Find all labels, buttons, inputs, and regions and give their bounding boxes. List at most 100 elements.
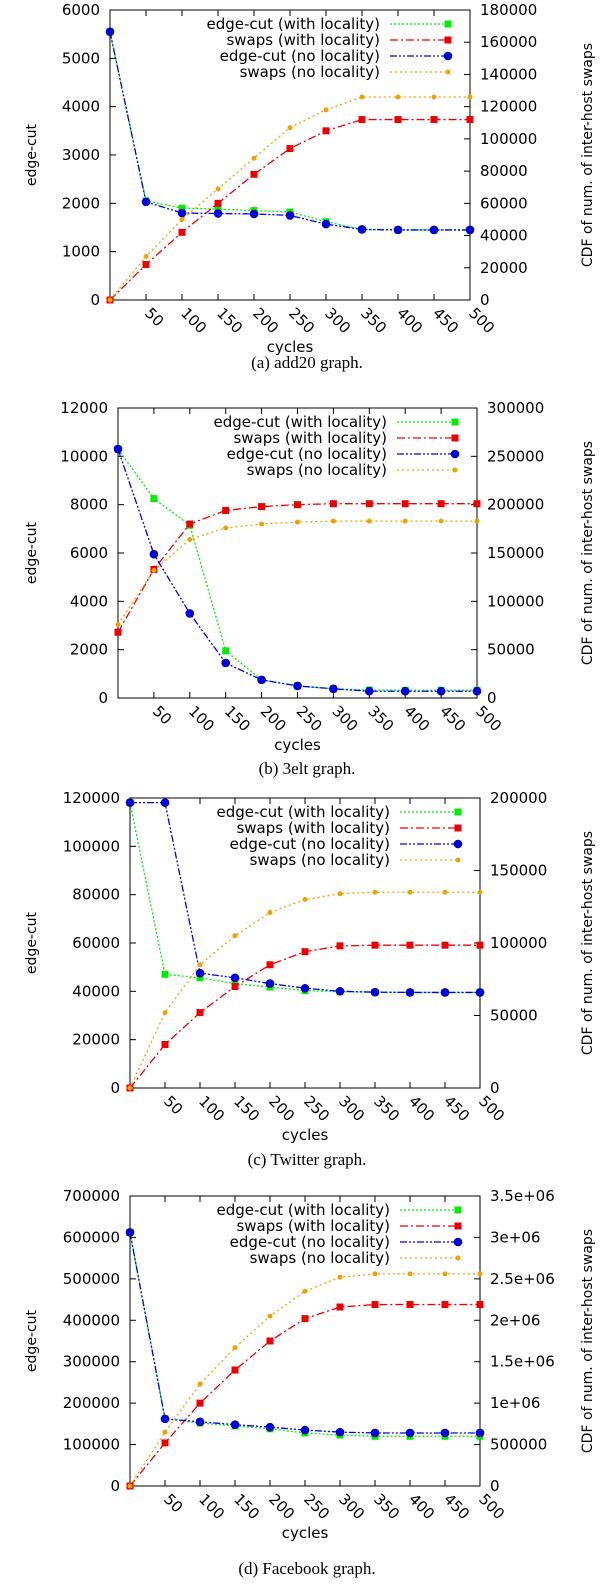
data-point — [295, 519, 300, 525]
data-point — [429, 225, 439, 235]
x-axis-title: cycles — [274, 736, 321, 754]
y-tick-label: 400000 — [63, 1311, 120, 1329]
data-point — [365, 500, 373, 508]
chart-svg: 0 20000 40000 60000 80000 100000 120000 0 50000 1… — [24, 789, 596, 1144]
x-tick-label: 300 — [335, 1490, 368, 1523]
y-axis-title: edge-cut — [24, 123, 40, 186]
y-tick-label: 600000 — [63, 1228, 120, 1246]
data-point — [329, 500, 337, 508]
data-point — [358, 116, 366, 124]
legend-label: edge-cut (with locality) — [217, 1201, 391, 1219]
y2-tick-label: 40000 — [480, 227, 528, 245]
data-point — [221, 658, 230, 668]
data-point — [161, 1439, 169, 1447]
data-point — [223, 525, 229, 531]
y2-tick-label: 150000 — [487, 544, 544, 562]
data-point — [179, 216, 185, 222]
data-point — [476, 941, 484, 949]
y2-tick-label: 250000 — [487, 447, 544, 465]
y-tick-label: 8000 — [70, 496, 108, 514]
x-tick-label: 400 — [393, 304, 426, 337]
legend-marker — [451, 418, 459, 426]
data-point — [477, 1271, 483, 1277]
x-tick-label: 400 — [405, 1490, 438, 1523]
y2-tick-label: 50000 — [490, 1007, 538, 1025]
x-tick-label: 500 — [472, 702, 505, 735]
data-point — [371, 1301, 379, 1309]
y-tick-label: 100000 — [63, 837, 120, 855]
data-point — [251, 155, 257, 161]
data-point — [336, 942, 344, 950]
x-axis-title: cycles — [282, 1126, 329, 1144]
x-tick-label: 500 — [475, 1092, 508, 1125]
y-tick-label: 3000 — [62, 146, 100, 164]
data-point — [142, 261, 150, 269]
y-tick-label: 40000 — [72, 982, 120, 1000]
data-point — [337, 891, 343, 897]
data-point — [475, 988, 485, 997]
data-point — [267, 910, 273, 916]
data-point — [440, 1428, 450, 1438]
data-point — [322, 127, 330, 135]
data-point — [230, 1420, 240, 1429]
y-tick-label: 60000 — [72, 934, 120, 952]
legend-label: edge-cut (no locality) — [220, 47, 380, 65]
y2-tick-label: 200000 — [490, 789, 547, 807]
y-tick-label: 0 — [110, 1079, 120, 1097]
y2-tick-label: 500000 — [490, 1436, 547, 1454]
chart-svg: 0 100000 200000 300000 400000 500000 600000 700… — [24, 1187, 596, 1542]
data-point — [337, 1274, 343, 1280]
y2-tick-label: 0 — [480, 291, 490, 309]
data-point — [230, 973, 240, 983]
legend-marker — [444, 20, 452, 28]
legend-marker — [453, 1237, 463, 1247]
legend-marker — [453, 839, 463, 849]
data-point — [127, 1483, 133, 1489]
data-point — [442, 1271, 448, 1277]
x-tick-label: 250 — [293, 702, 326, 735]
data-point — [364, 686, 374, 696]
data-point — [430, 116, 438, 124]
x-tick-label: 300 — [335, 1092, 368, 1125]
data-point — [400, 686, 410, 696]
legend-marker — [443, 51, 453, 61]
data-point — [143, 254, 149, 259]
y2-tick-label: 1.5e+06 — [490, 1353, 555, 1371]
data-point — [196, 974, 204, 982]
data-point — [406, 1301, 414, 1309]
legend-marker — [454, 1206, 462, 1214]
chart-svg: 0100020003000400050006000020000400006000… — [24, 1, 596, 356]
y-tick-label: 300000 — [63, 1353, 120, 1371]
y-tick-label: 500000 — [63, 1270, 120, 1288]
x-tick-label: 500 — [475, 1490, 508, 1523]
data-point — [266, 961, 274, 969]
data-point — [466, 116, 474, 124]
y-axis-title: edge-cut — [24, 911, 40, 974]
data-point — [372, 1271, 378, 1277]
series-line — [117, 520, 477, 625]
y2-tick-label: 100000 — [487, 592, 544, 610]
data-point — [232, 933, 238, 939]
data-point — [431, 94, 437, 100]
legend-label: swaps (with locality) — [236, 1217, 390, 1235]
data-point — [372, 889, 378, 895]
legend-label: edge-cut (with locality) — [207, 15, 381, 33]
data-point — [107, 297, 113, 303]
legend-label: swaps (with locality) — [233, 429, 387, 447]
data-point — [161, 970, 169, 978]
chart-panel-add20: 0 1000 2000 3000 4000 5000 6000 0 20000 40000 6000… — [0, 0, 614, 388]
y-tick-label: 20000 — [72, 1031, 120, 1049]
data-point — [195, 968, 205, 978]
y-tick-label: 80000 — [72, 886, 120, 904]
data-point — [302, 1288, 308, 1294]
data-point — [393, 225, 403, 235]
data-point — [215, 186, 221, 192]
y2-tick-label: 60000 — [480, 194, 528, 212]
y2-tick-label: 2e+06 — [490, 1311, 540, 1329]
data-point — [195, 1417, 205, 1427]
data-point — [475, 1428, 485, 1438]
y2-tick-label: 50000 — [487, 641, 535, 659]
x-tick-label: 350 — [364, 702, 397, 735]
chart-svg: 0 2000 4000 6000 8000 10000 12000 0 50000 100000 1… — [24, 399, 596, 754]
